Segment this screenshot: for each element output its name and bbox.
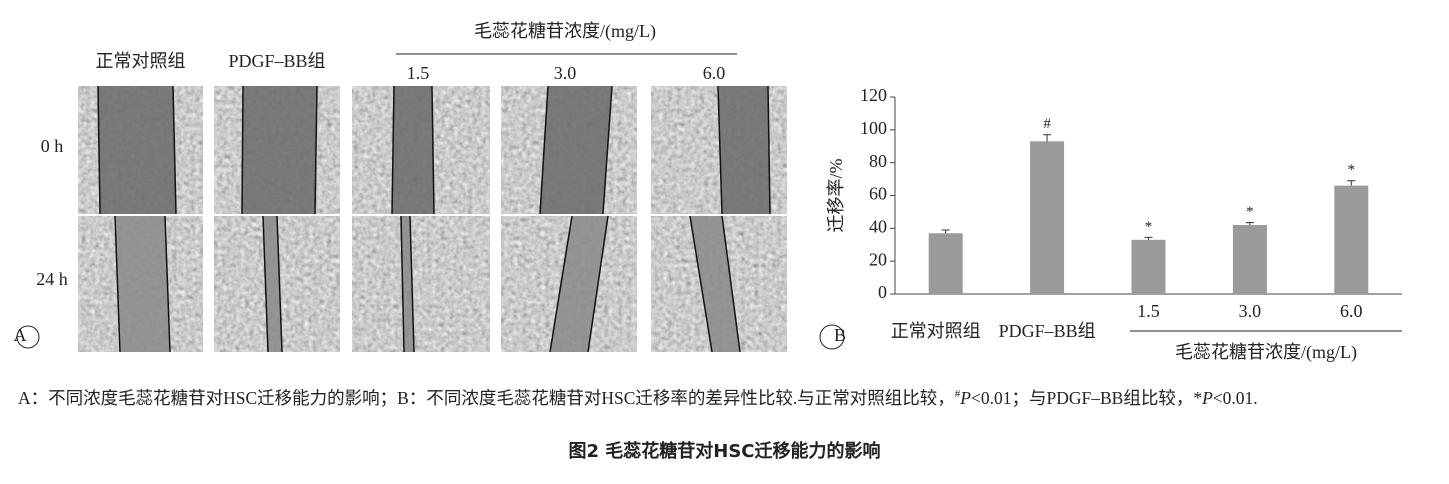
error-bar <box>1144 236 1153 240</box>
scratch-edge <box>549 215 573 353</box>
scratch-area <box>263 216 282 352</box>
scratch-edge <box>391 85 395 215</box>
scratch-edge <box>689 215 713 353</box>
error-bar <box>941 229 950 234</box>
scratch-edge <box>767 85 771 215</box>
column-label: 1.5 <box>407 63 430 83</box>
y-tick-label: 100 <box>860 118 887 138</box>
x-tick-label: 6.0 <box>1340 301 1363 321</box>
scratch-edge <box>172 85 177 215</box>
scratch-edge <box>276 215 283 353</box>
bar <box>1232 225 1267 294</box>
scratch-area <box>540 86 612 214</box>
y-tick-label: 60 <box>869 184 887 204</box>
figure-title: 图2 毛蕊花糖苷对HSC迁移能力的影响 <box>568 441 881 462</box>
x-tick-label: 3.0 <box>1239 301 1262 321</box>
scratch-edge <box>602 85 613 215</box>
label-circle <box>16 325 40 349</box>
micrograph <box>352 85 490 215</box>
group-label: 毛蕊花糖苷浓度/(mg/L) <box>474 21 656 42</box>
micrograph <box>78 215 203 353</box>
panel-a-label: A <box>14 325 27 345</box>
significance-mark: # <box>1043 116 1051 132</box>
caption-text: A：不同浓度毛蕊花糖苷对HSC迁移能力的影响；B：不同浓度毛蕊花糖苷对HSC迁移… <box>18 387 955 408</box>
scratch-edge <box>241 85 244 215</box>
column-label: 6.0 <box>703 63 726 83</box>
caption: A：不同浓度毛蕊花糖苷对HSC迁移能力的影响；B：不同浓度毛蕊花糖苷对HSC迁移… <box>18 380 1413 413</box>
scratch-edge <box>114 215 121 353</box>
scratch-area <box>690 216 740 352</box>
micrograph <box>352 215 490 353</box>
x-tick-label: 正常对照组 <box>891 321 981 341</box>
x-tick-label: PDGF–BB组 <box>999 321 1096 341</box>
scratch-edge <box>314 85 318 215</box>
scratch-edge <box>400 215 405 353</box>
micrograph <box>501 85 637 215</box>
scratch-area <box>392 86 434 214</box>
y-axis-label: 迁移率/% <box>826 158 846 232</box>
scratch-edge <box>587 215 609 353</box>
scratch-edge <box>97 85 101 215</box>
column-label: PDGF–BB组 <box>228 51 325 71</box>
scratch-edge <box>717 85 723 215</box>
y-tick-label: 0 <box>878 282 887 302</box>
scratch-area <box>550 216 608 352</box>
scratch-area <box>98 86 176 214</box>
column-label: 正常对照组 <box>96 51 186 71</box>
error-bar <box>1043 134 1052 142</box>
scratch-edge <box>539 85 549 215</box>
bar <box>1334 185 1369 294</box>
bar <box>928 233 963 294</box>
error-bar <box>1347 180 1356 186</box>
scratch-edge <box>721 215 741 353</box>
caption-text: # <box>954 388 961 400</box>
caption-text: <0.01. <box>1212 387 1258 408</box>
scratch-area <box>242 86 317 214</box>
y-tick-label: 80 <box>869 151 887 171</box>
significance-mark: * <box>1348 162 1356 178</box>
figure: A B 毛蕊花糖苷浓度/(mg/L) 毛蕊花糖苷浓度/(mg/L) 正常对照组 P… <box>14 21 1402 363</box>
caption-text: P <box>960 387 971 408</box>
scratch-area <box>718 86 770 214</box>
cell-texture <box>352 216 490 352</box>
caption-text: P <box>1202 387 1213 408</box>
x-tick-label: 1.5 <box>1137 301 1160 321</box>
label-circle <box>819 324 845 350</box>
row-label: 24 h <box>36 269 68 289</box>
micrograph <box>214 85 340 215</box>
column-label: 3.0 <box>554 63 577 83</box>
y-tick-label: 120 <box>860 85 887 105</box>
micrograph <box>651 85 787 215</box>
significance-mark: * <box>1246 204 1254 220</box>
scratch-edge <box>409 215 415 353</box>
scratch-edge <box>431 85 435 215</box>
caption-text: <0.01；与PDGF–BB组比较，* <box>970 387 1203 408</box>
scratch-area <box>115 216 170 352</box>
scratch-edge <box>164 215 171 353</box>
y-tick-label: 40 <box>869 216 887 236</box>
panel-b-label: B <box>834 325 846 345</box>
micrograph <box>501 215 637 353</box>
row-label: 0 h <box>41 136 64 156</box>
scratch-edge <box>262 215 269 353</box>
error-bar <box>1245 222 1254 226</box>
micrograph <box>651 215 787 353</box>
micrograph <box>214 215 340 353</box>
significance-mark: * <box>1145 219 1153 235</box>
bar <box>1131 239 1166 294</box>
group-label: 毛蕊花糖苷浓度/(mg/L) <box>1175 342 1357 363</box>
micrograph <box>78 85 203 215</box>
y-tick-label: 20 <box>869 249 887 269</box>
bar <box>1030 141 1065 294</box>
